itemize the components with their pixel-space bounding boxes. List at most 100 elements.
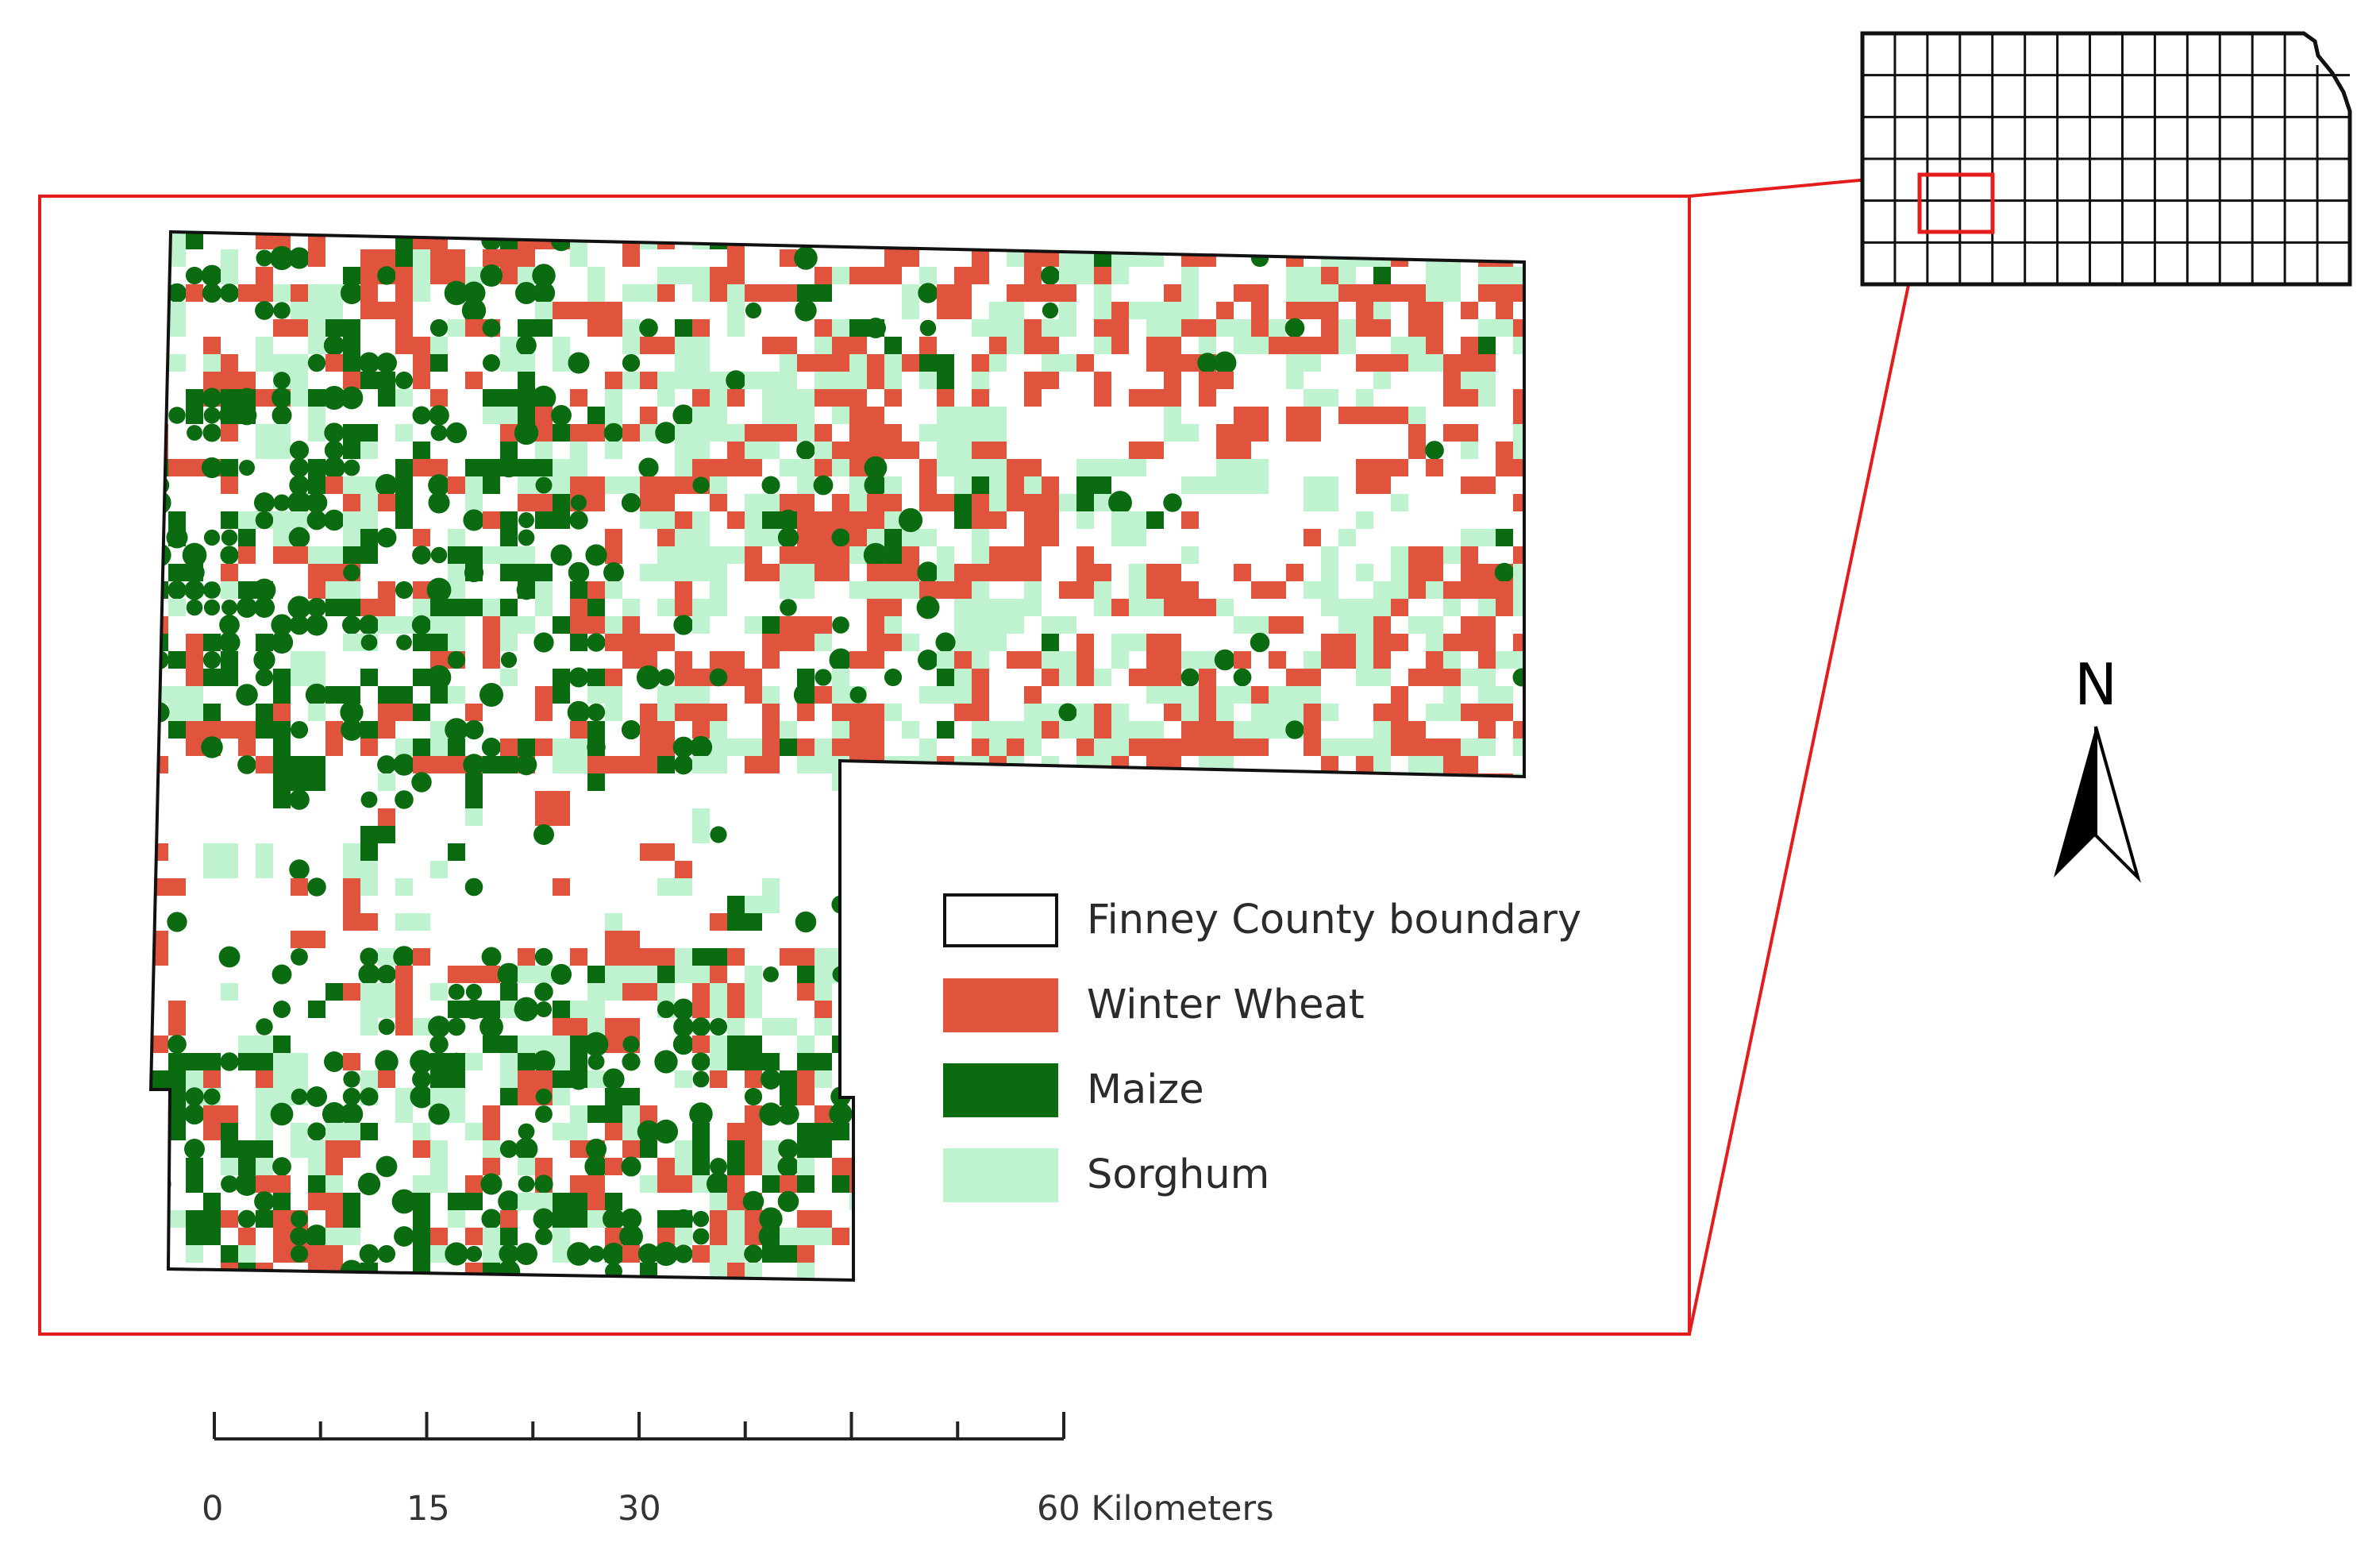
crop-field — [832, 1175, 849, 1193]
crop-field — [849, 424, 867, 442]
crop-field — [221, 721, 256, 739]
crop-field — [884, 389, 902, 407]
crop-field — [273, 756, 291, 773]
crop-field — [290, 1227, 309, 1246]
crop-field — [1496, 651, 1513, 669]
crop-field — [797, 1210, 832, 1228]
crop-field — [758, 1224, 784, 1249]
crop-field — [378, 1001, 395, 1018]
crop-field — [343, 372, 360, 389]
crop-field — [1199, 861, 1216, 878]
crop-field — [534, 947, 553, 966]
crop-field — [1408, 302, 1426, 337]
crop-field — [1304, 704, 1321, 721]
crop-field — [1024, 1228, 1042, 1245]
crop-field — [902, 1245, 937, 1263]
crop-field — [1042, 773, 1076, 791]
crop-field — [605, 931, 640, 948]
crop-field — [1391, 773, 1408, 808]
crop-field — [587, 1018, 605, 1036]
crop-field — [447, 1052, 466, 1071]
crop-field — [884, 1001, 919, 1018]
inset-extent-frame — [38, 195, 1691, 1336]
crop-field — [745, 896, 780, 913]
crop-field — [308, 249, 325, 267]
crop-field — [1286, 669, 1321, 686]
crop-field — [186, 1158, 203, 1193]
crop-field — [692, 983, 710, 1001]
crop-field — [849, 354, 867, 372]
crop-field — [673, 1209, 694, 1229]
crop-field — [273, 773, 291, 808]
crop-field — [1286, 1263, 1321, 1280]
crop-field — [430, 686, 448, 704]
crop-field — [532, 281, 556, 305]
crop-field — [937, 826, 972, 843]
crop-field — [1076, 651, 1094, 669]
crop-field — [218, 404, 241, 426]
crop-field — [518, 529, 535, 546]
crop-field — [884, 704, 902, 721]
crop-field — [1197, 353, 1218, 373]
crop-field — [1042, 372, 1059, 389]
crop-field — [393, 754, 415, 776]
crop-field — [531, 385, 556, 411]
crop-field — [1129, 564, 1146, 581]
crop-field — [989, 1228, 1024, 1245]
crop-field — [448, 983, 465, 1001]
crop-field — [1021, 232, 1045, 253]
crop-field — [797, 1228, 832, 1245]
crop-field — [289, 440, 310, 461]
crop-field — [815, 739, 832, 773]
crop-field — [919, 1088, 937, 1105]
crop-field — [1199, 791, 1216, 808]
crop-field — [884, 826, 919, 861]
crop-field — [1094, 581, 1111, 616]
crop-field — [325, 686, 343, 704]
crop-field — [1234, 232, 1251, 249]
crop-field — [849, 808, 867, 826]
crop-field — [710, 913, 727, 931]
crop-field — [797, 494, 815, 511]
crop-field — [937, 1263, 954, 1280]
crop-field — [483, 1158, 500, 1175]
crop-field — [902, 861, 919, 878]
crop-field — [972, 319, 989, 337]
crop-field — [780, 599, 797, 616]
scale-tick-label-15: 15 — [406, 1489, 450, 1529]
crop-field — [1373, 372, 1391, 389]
crop-field — [640, 424, 657, 442]
crop-field — [429, 1035, 449, 1054]
crop-field — [151, 1070, 186, 1088]
crop-field — [1251, 791, 1269, 808]
crop-field — [360, 861, 378, 896]
crop-field — [308, 389, 325, 407]
crop-field — [972, 564, 1007, 581]
crop-field — [483, 459, 500, 494]
crop-field — [797, 546, 815, 564]
crop-field — [692, 319, 710, 337]
crop-field — [1321, 599, 1356, 616]
crop-field — [1269, 651, 1286, 669]
crop-field — [1024, 861, 1042, 878]
crop-field — [305, 683, 329, 707]
crop-field — [954, 1245, 989, 1263]
crop-field — [308, 1175, 325, 1193]
crop-field — [692, 616, 710, 634]
crop-field — [710, 1001, 727, 1018]
crop-field — [1269, 1228, 1286, 1245]
crop-field — [881, 805, 905, 829]
crop-field — [237, 1209, 256, 1228]
crop-field — [1007, 756, 1024, 791]
crop-field — [534, 1174, 553, 1194]
crop-field — [1426, 616, 1443, 651]
crop-field — [972, 1263, 1007, 1280]
crop-field — [569, 511, 588, 530]
crop-field — [1373, 861, 1408, 878]
crop-field — [884, 756, 919, 773]
crop-field — [359, 615, 379, 635]
crop-field — [1304, 581, 1338, 599]
crop-field — [972, 686, 989, 704]
crop-field — [360, 791, 378, 808]
crop-field — [1426, 739, 1443, 756]
